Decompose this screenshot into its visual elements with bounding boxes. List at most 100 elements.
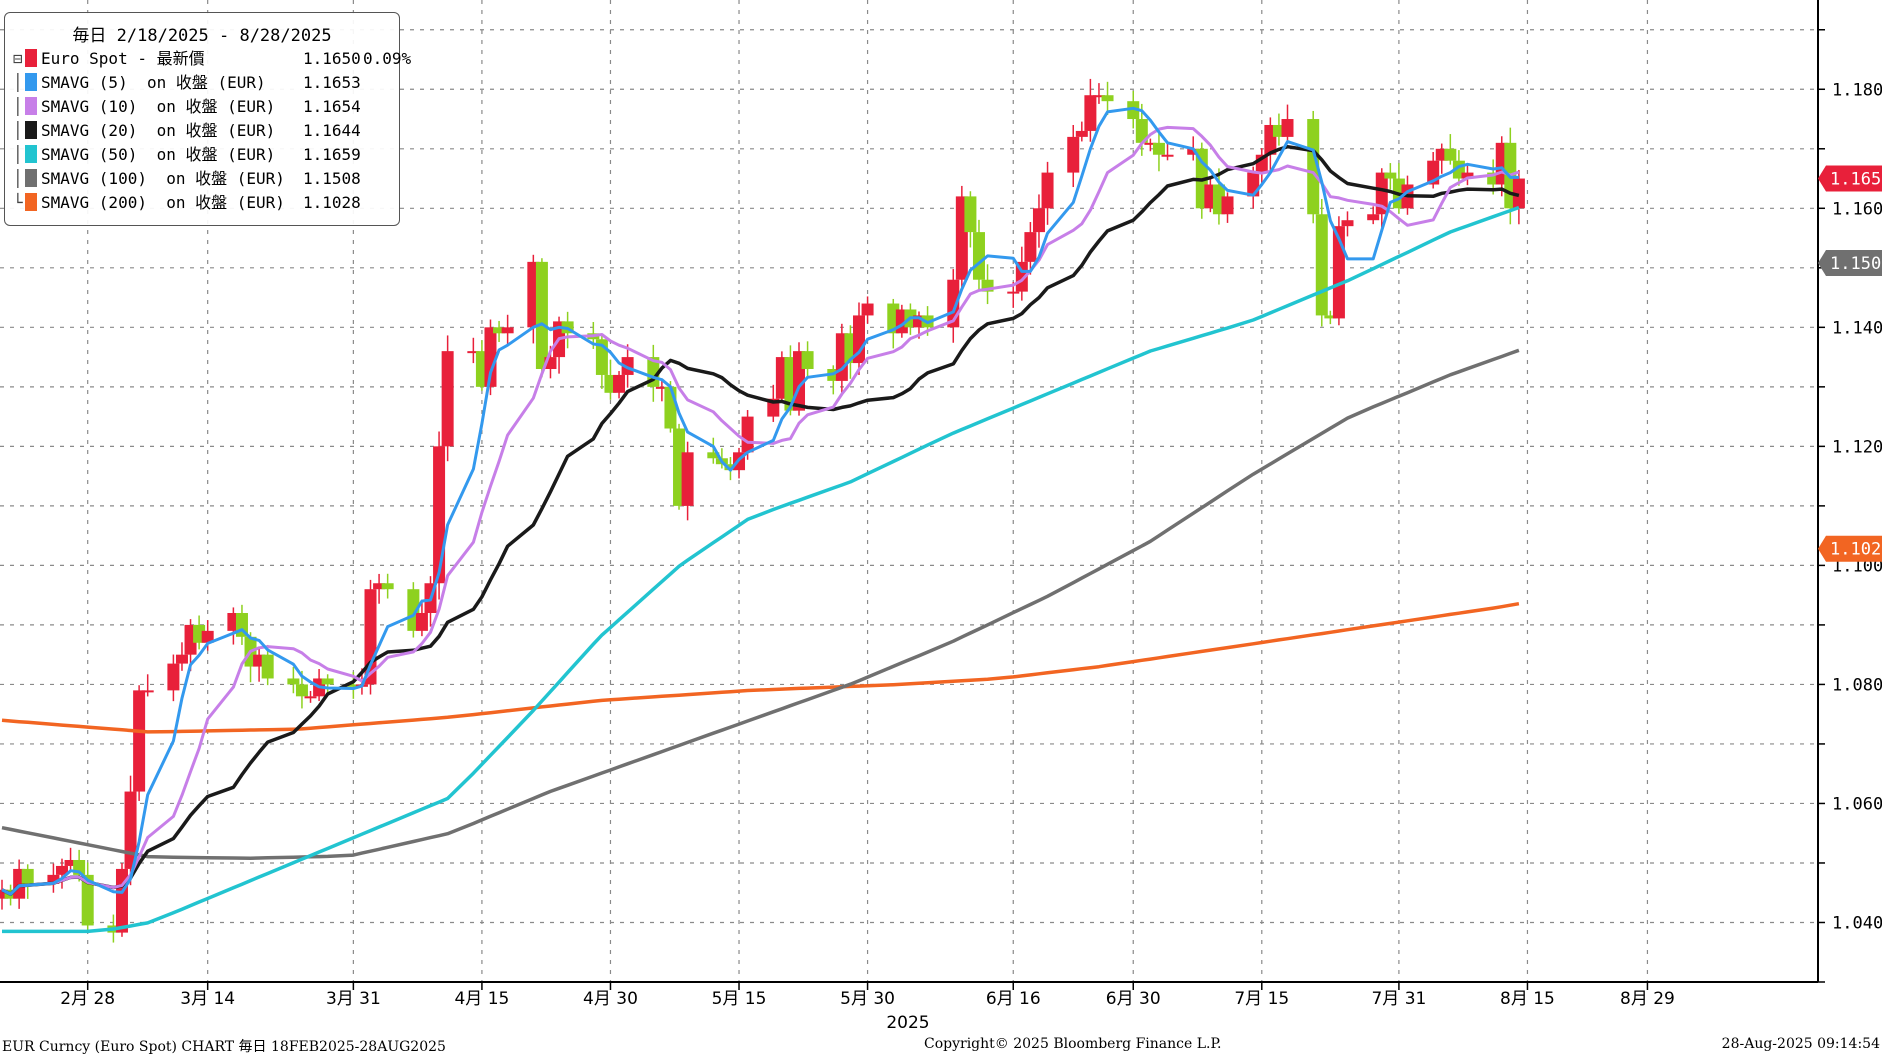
- candle-up: [1512, 178, 1525, 209]
- candle-down: [707, 452, 720, 459]
- candle-up: [1435, 148, 1448, 161]
- candle-up: [1075, 130, 1088, 137]
- candle-down: [1152, 142, 1165, 155]
- legend-label: SMAVG (5) on 收盤 (EUR): [41, 73, 266, 92]
- legend-swatch: [25, 73, 37, 91]
- candle-up: [484, 327, 497, 387]
- tree-line-icon: │: [13, 97, 23, 116]
- y-tick-label: 1.0600: [1832, 794, 1882, 814]
- legend-value: 1.1508: [303, 169, 361, 188]
- footer-chart-info: EUR Curncy (Euro Spot) CHART 毎日 18FEB202…: [2, 1039, 446, 1055]
- y-tick-label: 1.1800: [1832, 80, 1882, 100]
- x-tick-label: 4月 30: [583, 989, 638, 1009]
- candle-up: [1221, 196, 1234, 215]
- x-tick-label: 3月 31: [326, 989, 381, 1009]
- candlesticks: [0, 78, 1525, 943]
- x-axis: 2月 28 3月 14 3月 31 4月 15 4月 30 5月 15 5月 30 6月 16…: [60, 982, 1675, 1009]
- x-tick-label: 5月 15: [712, 989, 767, 1009]
- legend-period: 毎日 2/18/2025 - 8/28/2025: [72, 26, 332, 46]
- candle-up: [175, 654, 188, 664]
- candle-up: [741, 416, 754, 453]
- candle-up: [1084, 95, 1097, 131]
- candle-down: [724, 464, 737, 471]
- candle-down: [981, 279, 994, 292]
- candle-up: [433, 446, 446, 584]
- candle-up: [441, 351, 454, 447]
- tree-end-icon: └: [13, 193, 23, 212]
- candle-up: [13, 868, 26, 899]
- candle-up: [0, 889, 8, 899]
- candle-up: [1007, 291, 1020, 294]
- candle-down: [1272, 124, 1285, 137]
- price-tag-label: 1.1028: [1830, 540, 1882, 560]
- price-tag-box: [1818, 250, 1882, 277]
- chart-legend: 毎日 2/18/2025 - 8/28/2025 ⊟ Euro Spot - 最新…: [4, 12, 411, 226]
- candle-up: [1367, 214, 1380, 221]
- legend-label: SMAVG (20) on 收盤 (EUR): [41, 121, 276, 140]
- y-tick-label: 1.0800: [1832, 675, 1882, 695]
- x-axis-title: 2025: [886, 1013, 929, 1033]
- sma5-line: [1, 106, 1519, 896]
- legend-swatch: [25, 145, 37, 163]
- candle-up: [1092, 95, 1105, 98]
- legend-swatch: [25, 121, 37, 139]
- x-tick-label: 7月 31: [1371, 989, 1426, 1009]
- legend-row-sma20: │ SMAVG (20) on 收盤 (EUR) 1.1644: [13, 119, 393, 143]
- candle-up: [64, 859, 77, 866]
- candle-down: [801, 351, 814, 369]
- sma100-line: [1, 348, 1520, 860]
- legend-row-sma50: │ SMAVG (50) on 收盤 (EUR) 1.1659: [13, 143, 393, 167]
- legend-value: 1.1653: [303, 73, 361, 92]
- x-tick-label: 8月 15: [1500, 989, 1555, 1009]
- candle-up: [167, 663, 180, 691]
- x-tick-label: 6月 16: [986, 989, 1041, 1009]
- candle-up: [1281, 119, 1294, 137]
- legend-label: SMAVG (100) on 收盤 (EUR): [41, 169, 285, 188]
- tree-line-icon: │: [13, 121, 23, 140]
- candle-up: [1067, 136, 1080, 173]
- candle-up: [544, 357, 557, 369]
- candle-down: [1127, 101, 1140, 120]
- legend-value: 1.1654: [303, 97, 361, 116]
- candle-up: [1161, 154, 1174, 157]
- candle-down: [664, 386, 677, 429]
- candle-down: [81, 874, 94, 926]
- legend-label: SMAVG (200) on 收盤 (EUR): [41, 193, 285, 212]
- legend-swatch: [25, 169, 37, 187]
- x-tick-label: 4月 15: [454, 989, 509, 1009]
- tree-line-icon: │: [13, 73, 23, 92]
- candle-down: [347, 684, 360, 687]
- candle-up: [1041, 172, 1054, 209]
- candle-down: [1101, 95, 1114, 102]
- sma20-line: [1, 144, 1520, 896]
- x-tick-label: 5月 30: [840, 989, 895, 1009]
- candle-up: [141, 690, 154, 693]
- candle-down: [1315, 214, 1328, 316]
- candle-down: [287, 678, 300, 685]
- y-tick-label: 1.1400: [1832, 318, 1882, 338]
- candle-up: [1187, 148, 1200, 155]
- sma10-line: [1, 125, 1520, 896]
- legend-swatch: [25, 49, 37, 67]
- x-tick-label: 7月 15: [1234, 989, 1289, 1009]
- candle-down: [1135, 119, 1148, 143]
- price-tag-label: 1.1508: [1830, 254, 1882, 274]
- candle-down: [1307, 119, 1320, 215]
- y-tick-label: 1.1200: [1832, 437, 1882, 457]
- candle-up: [55, 865, 68, 875]
- candle-up: [681, 452, 694, 506]
- legend-value: 1.1028: [303, 193, 361, 212]
- x-tick-label: 8月 29: [1620, 989, 1675, 1009]
- candle-up: [253, 654, 266, 667]
- legend-row-euro-spot: ⊟ Euro Spot - 最新價 1.1650 0.09%: [13, 47, 411, 71]
- legend-row-sma5: │ SMAVG (5) on 收盤 (EUR) 1.1653: [13, 71, 393, 95]
- candle-up: [1144, 142, 1157, 145]
- candle-up: [1024, 232, 1037, 262]
- price-tag-box: [1818, 165, 1882, 192]
- candle-down: [535, 261, 548, 369]
- sma50-line: [2, 205, 1520, 934]
- collapse-icon[interactable]: ⊟: [13, 49, 23, 68]
- legend-label: Euro Spot - 最新價: [41, 49, 205, 68]
- candle-down: [381, 583, 394, 590]
- candle-down: [972, 232, 985, 280]
